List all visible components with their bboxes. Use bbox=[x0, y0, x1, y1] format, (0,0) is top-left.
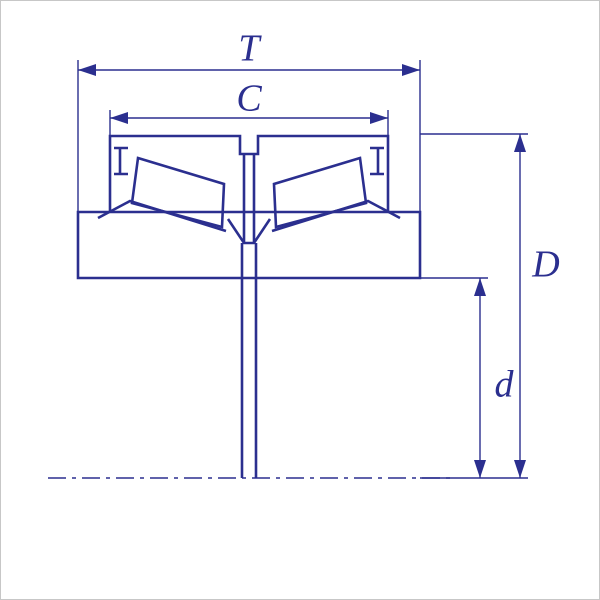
label-D: D bbox=[531, 244, 559, 286]
center-spacer bbox=[228, 154, 270, 243]
dimension-C: C bbox=[110, 78, 388, 136]
inner-ring bbox=[98, 201, 400, 231]
label-T: T bbox=[238, 28, 262, 70]
dimension-d: d bbox=[420, 278, 515, 478]
bearing-body bbox=[78, 136, 420, 478]
frame-border bbox=[1, 1, 600, 600]
dimension-T: T bbox=[78, 28, 420, 212]
label-C: C bbox=[236, 78, 262, 120]
label-d: d bbox=[495, 364, 515, 406]
dimension-D: D bbox=[420, 134, 560, 478]
cup-outline bbox=[110, 136, 388, 212]
outer-ring bbox=[78, 212, 420, 278]
cage-right bbox=[370, 148, 384, 174]
cage-left bbox=[114, 148, 128, 174]
bearing-cross-section-diagram: T C D d bbox=[0, 0, 600, 600]
